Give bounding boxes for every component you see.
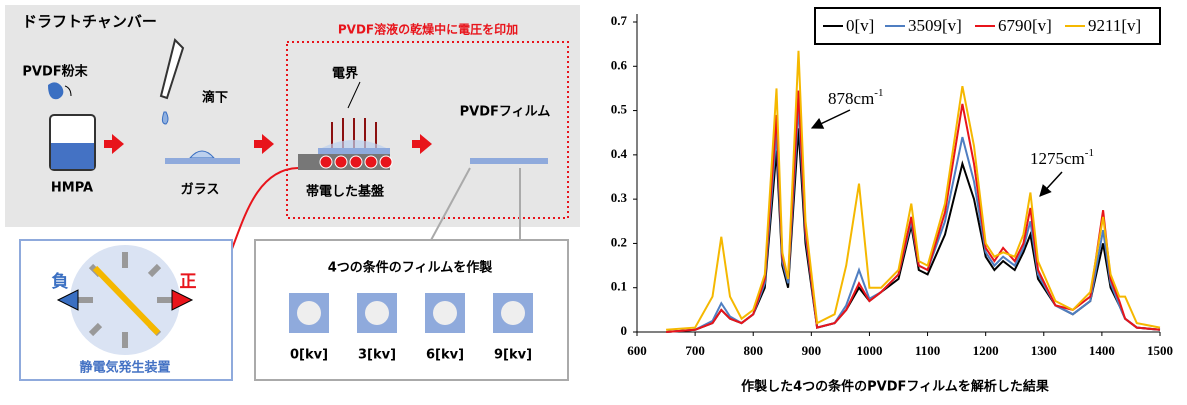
condition-label: 0[kv] <box>290 348 328 363</box>
drop-label: 滴下 <box>202 90 228 106</box>
annotation-sup: -1 <box>1085 147 1094 159</box>
annotation: 878cm-1 <box>828 87 883 108</box>
annotation-text: 1275cm <box>1030 149 1085 168</box>
annotation: 1275cm-1 <box>1030 147 1094 168</box>
film-label: PVDFフィルム <box>460 105 551 120</box>
solution <box>51 143 94 169</box>
y-tick-label: 0.3 <box>611 190 628 205</box>
generator-label: 静電気発生装置 <box>79 360 170 376</box>
legend-label: 6790[v] <box>998 16 1052 35</box>
x-tick-label: 1100 <box>915 343 940 358</box>
negative-label: 負 <box>52 272 69 292</box>
charges <box>320 156 392 168</box>
droplet <box>162 112 168 124</box>
x-tick-label: 700 <box>685 343 705 358</box>
chart-caption: 作製した4つの条件のPVDFフィルムを解析した結果 <box>741 379 1049 395</box>
condition-label: 6[kv] <box>426 348 464 363</box>
x-tick-label: 1500 <box>1147 343 1173 358</box>
y-tick-label: 0.7 <box>611 13 628 28</box>
chamber-title: ドラフトチャンバー <box>22 13 157 31</box>
powder-label: PVDF粉末 <box>22 64 88 80</box>
conditions-title: 4つの条件のフィルムを作製 <box>328 260 493 276</box>
glass-on-substrate <box>318 148 390 154</box>
x-tick-label: 1200 <box>973 343 999 358</box>
glass <box>165 158 240 164</box>
annotation-sup: -1 <box>874 87 883 99</box>
film <box>470 158 548 164</box>
solvent-label: HMPA <box>51 181 93 196</box>
y-tick-label: 0.5 <box>611 102 628 117</box>
voltage-note: PVDF溶液の乾燥中に電圧を印加 <box>338 22 518 37</box>
positive-label: 正 <box>180 272 197 292</box>
x-tick-label: 1000 <box>856 343 882 358</box>
y-tick-label: 0.4 <box>611 146 628 161</box>
legend-label: 0[v] <box>846 16 874 35</box>
condition-label: 9[kv] <box>494 348 532 363</box>
glass-label: ガラス <box>181 183 220 198</box>
field-label: 電界 <box>332 66 358 82</box>
annotation-text: 878cm <box>828 89 874 108</box>
x-tick-label: 900 <box>802 343 822 358</box>
figure: ドラフトチャンバー PVDF溶液の乾燥中に電圧を印加 PVDF粉末 HMPA 滴… <box>0 0 1187 401</box>
legend-label: 3509[v] <box>908 16 962 35</box>
y-tick-label: 0 <box>621 323 628 338</box>
x-tick-label: 1300 <box>1031 343 1057 358</box>
legend-label: 9211[v] <box>1088 16 1141 35</box>
y-tick-label: 0.6 <box>611 57 628 72</box>
x-tick-label: 1400 <box>1089 343 1115 358</box>
substrate-label: 帯電した基盤 <box>306 184 385 200</box>
series-line <box>666 51 1160 330</box>
condition-label: 3[kv] <box>358 348 396 363</box>
annotation-arrow <box>812 110 850 128</box>
x-tick-label: 800 <box>743 343 763 358</box>
y-tick-label: 0.1 <box>611 279 627 294</box>
x-tick-label: 600 <box>627 343 647 358</box>
annotation-arrow <box>1040 172 1062 196</box>
y-tick-label: 0.2 <box>611 234 627 249</box>
